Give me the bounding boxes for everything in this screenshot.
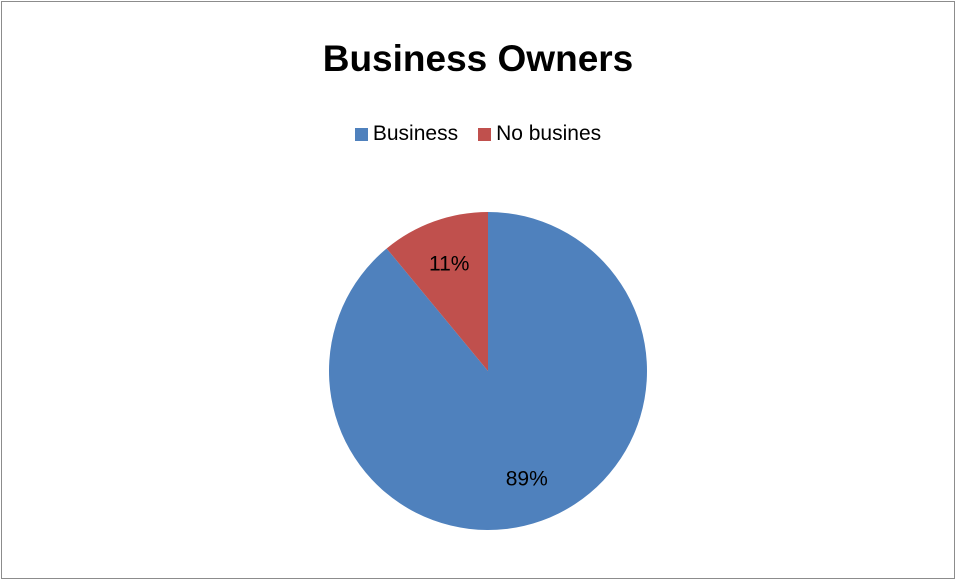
chart-title: Business Owners	[322, 38, 634, 79]
legend-swatch-no-business	[478, 127, 492, 141]
pie-slice-no-busines	[386, 212, 488, 371]
pie-label-no-busines: 11%	[429, 252, 469, 275]
legend-swatch-business	[354, 127, 368, 141]
legend-item-no-business: No busines	[478, 122, 601, 146]
legend-label-business: Business	[372, 122, 459, 145]
pie-label-business: 89%	[506, 468, 548, 491]
legend-item-business: Business	[354, 122, 459, 146]
chart-legend: Business No busines	[2, 122, 954, 146]
legend-label-no-business: No busines	[496, 122, 602, 145]
